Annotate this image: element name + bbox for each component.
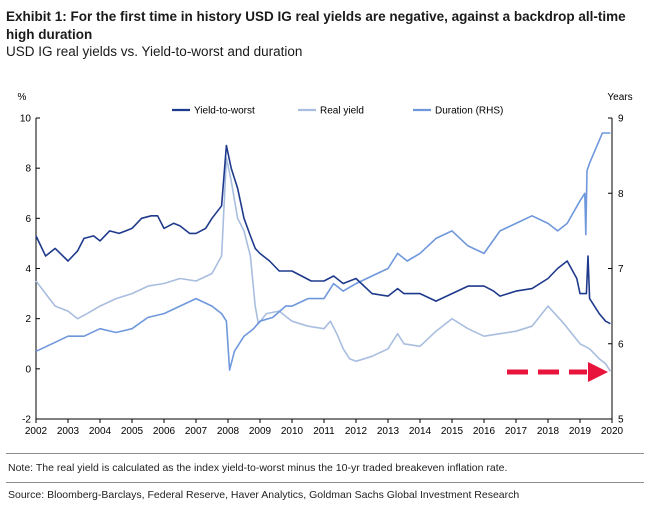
divider-bottom [6,482,644,483]
series-line-duration [35,132,611,371]
y-tick-right-label: 9 [618,114,624,125]
chart-legend: Yield-to-worst Real yield Duration (RHS) [172,106,503,117]
x-tick-label: 2010 [281,426,304,437]
x-tick-label: 2020 [601,426,624,437]
x-tick-label: 2004 [89,426,112,437]
chart-subtitle: USD IG real yields vs. Yield-to-worst an… [6,44,303,59]
chart-axes: % Years -2 0 2 4 6 8 10 5 6 7 8 9 2002 2003 2004 2005 2006… [18,92,633,437]
legend-real-yield-label: Real yield [320,106,364,117]
y-tick-right-label: 5 [618,415,624,426]
x-tick-label: 2013 [377,426,400,437]
chart: % Years -2 0 2 4 6 8 10 5 6 7 8 9 2002 2003 2004 2005 2006… [18,92,633,437]
y-tick-left-label: 0 [25,364,31,375]
y-tick-right-label: 8 [618,189,624,200]
x-tick-label: 2019 [569,426,592,437]
chart-note: Note: The real yield is calculated as th… [8,462,508,474]
x-tick-label: 2006 [153,426,176,437]
series-line-real-yield [35,157,612,372]
legend-yield-to-worst-label: Yield-to-worst [194,106,255,117]
y-axis-left-label: % [18,92,27,103]
y-tick-left-label: 2 [25,314,31,325]
y-tick-left-label: 10 [20,114,32,125]
x-tick-label: 2009 [249,426,272,437]
chart-lines [35,132,612,372]
divider-top [6,453,644,454]
x-tick-label: 2002 [25,426,48,437]
y-tick-right-label: 7 [618,264,624,275]
y-tick-left-label: 8 [25,164,31,175]
chart-source: Source: Bloomberg-Barclays, Federal Rese… [8,489,520,501]
y-tick-left-label: -2 [22,415,31,426]
exhibit-title: Exhibit 1: For the first time in history… [6,9,626,42]
series-line-yield-to-worst [35,144,611,325]
y-tick-left-label: 4 [25,264,31,275]
y-axis-right-label: Years [607,92,632,103]
x-tick-label: 2018 [537,426,560,437]
x-tick-label: 2014 [409,426,432,437]
chart-annotation [507,362,608,382]
x-tick-label: 2007 [185,426,208,437]
x-tick-label: 2016 [473,426,496,437]
y-tick-right-label: 6 [618,339,624,350]
x-tick-label: 2003 [57,426,80,437]
x-tick-label: 2011 [313,426,335,437]
y-tick-left-label: 6 [25,214,31,225]
x-tick-label: 2012 [345,426,368,437]
legend-duration-label: Duration (RHS) [435,106,503,117]
x-tick-label: 2008 [217,426,240,437]
arrow-head [588,362,608,382]
x-tick-label: 2005 [121,426,144,437]
x-tick-label: 2017 [505,426,528,437]
x-tick-label: 2015 [441,426,464,437]
